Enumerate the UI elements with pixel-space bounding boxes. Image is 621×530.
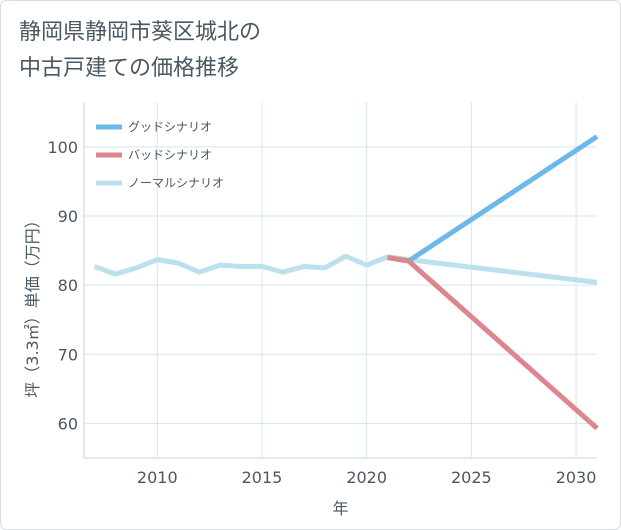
x-tick-label: 2025 — [451, 468, 492, 487]
x-tick-label: 2020 — [346, 468, 387, 487]
legend-label: ノーマルシナリオ — [128, 176, 224, 190]
series-line — [387, 134, 599, 264]
series-lines — [93, 134, 599, 431]
x-tick-label: 2010 — [137, 468, 178, 487]
chart-title-line-1: 静岡県静岡市葵区城北の — [19, 20, 262, 45]
legend-label: バッドシナリオ — [128, 148, 212, 162]
legend-label: グッドシナリオ — [128, 120, 212, 134]
axes: 2010 2015 2020 2025 2030 60 70 80 90 100 — [47, 102, 597, 487]
y-tick-label: 60 — [58, 414, 78, 433]
y-axis-title: 坪（3.3㎡）単価（万円） — [23, 212, 42, 397]
chart-title: 静岡県静岡市葵区城北の 中古戸建ての価格推移 — [19, 15, 261, 87]
series-line — [93, 253, 598, 285]
grid — [84, 102, 597, 458]
y-tick-label: 90 — [58, 207, 78, 226]
chart-title-line-2: 中古戸建ての価格推移 — [19, 56, 240, 81]
x-tick-label: 2030 — [556, 468, 597, 487]
y-tick-label: 100 — [47, 138, 78, 157]
y-tick-label: 80 — [58, 276, 78, 295]
y-tick-label: 70 — [58, 345, 78, 364]
x-tick-label: 2015 — [242, 468, 283, 487]
series-line — [387, 255, 599, 431]
x-axis-title: 年 — [332, 499, 348, 518]
